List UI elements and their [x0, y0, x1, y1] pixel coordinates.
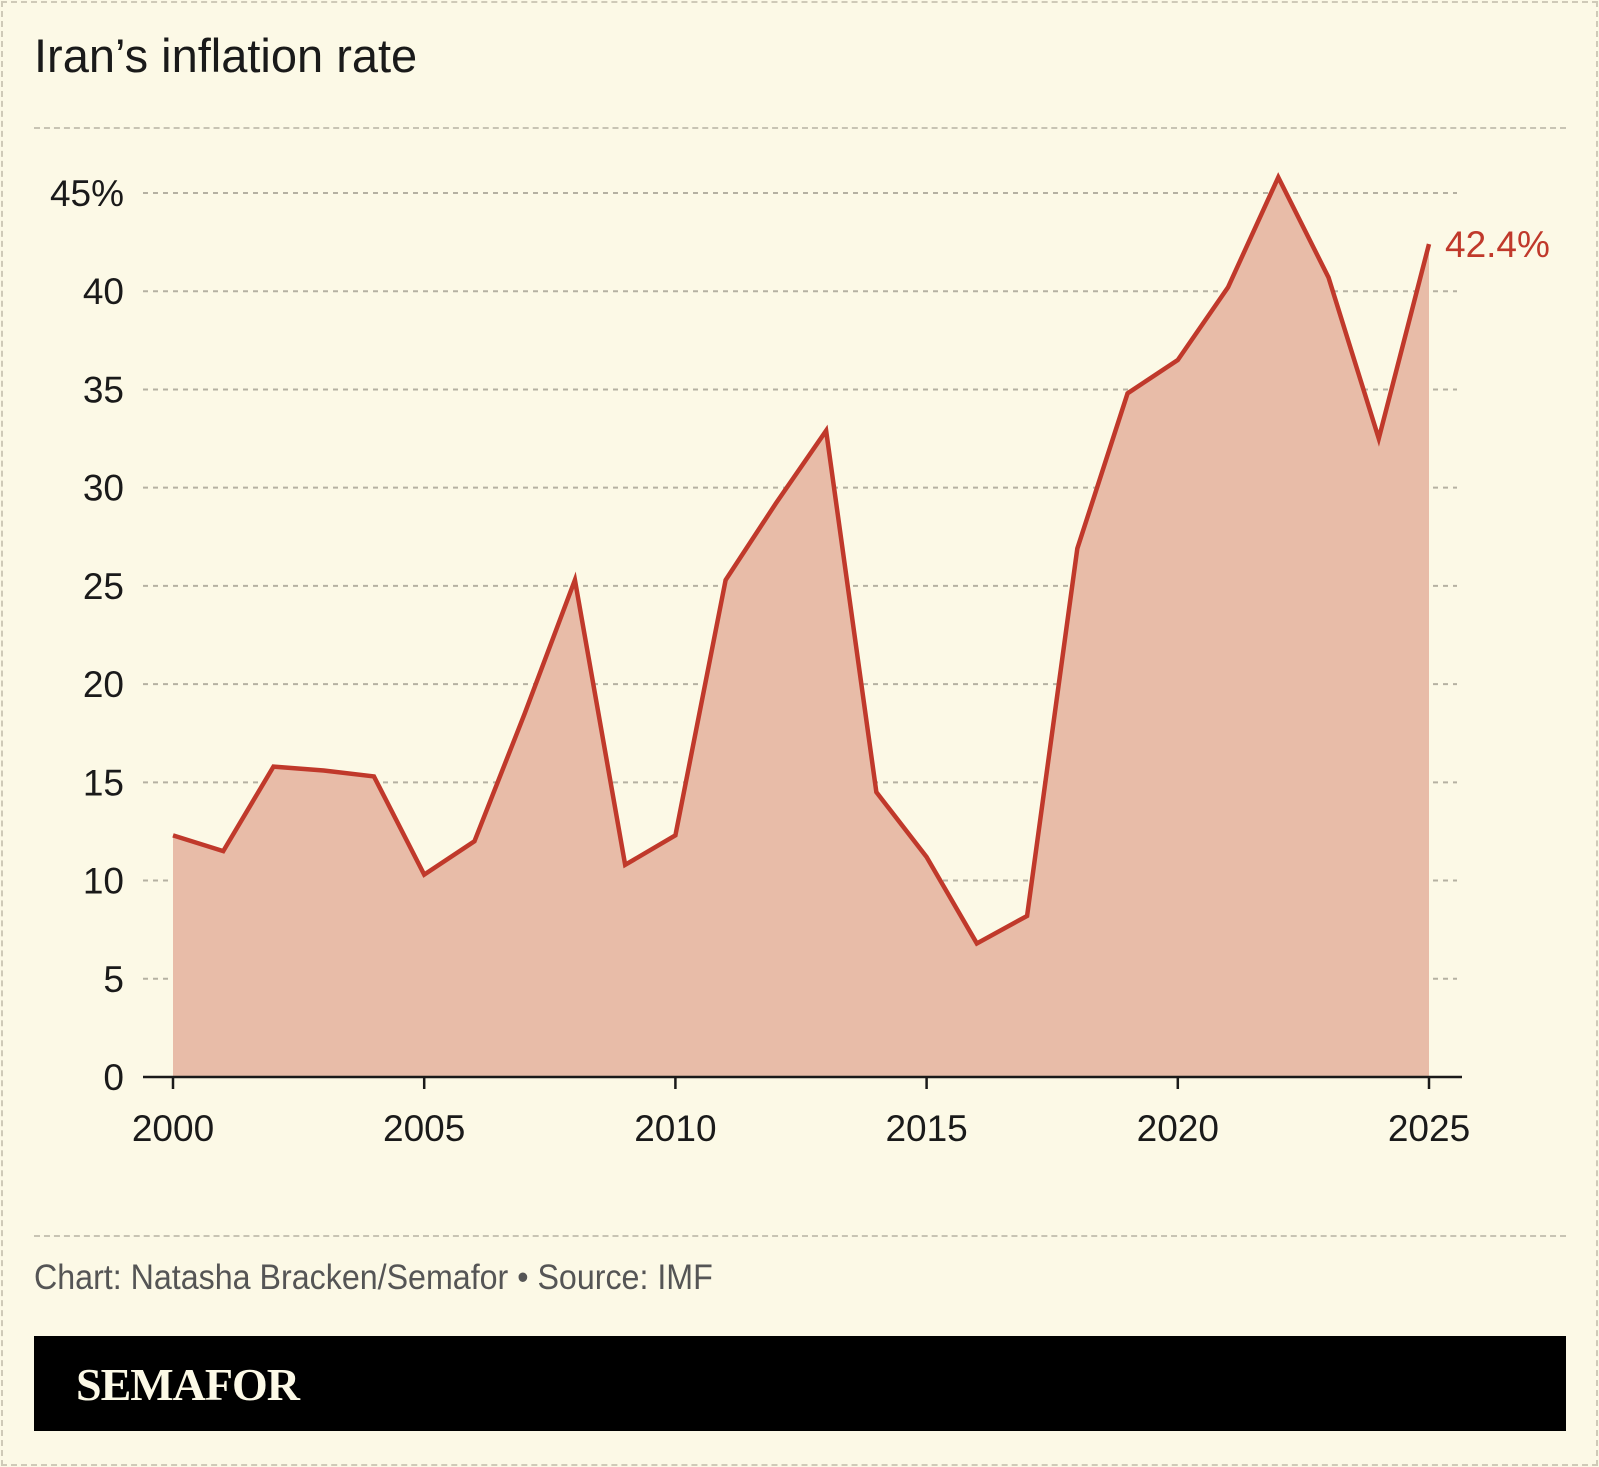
- series-line: [172, 172, 1432, 947]
- end-value-label: 42.4%: [1445, 224, 1550, 265]
- y-tick-label: 15: [83, 762, 124, 803]
- y-tick-label: 25: [83, 566, 124, 607]
- y-tick-label: 0: [103, 1057, 124, 1098]
- y-tick-label: 5: [103, 959, 124, 1000]
- top-divider: [34, 127, 1566, 129]
- chart-title: Iran’s inflation rate: [34, 29, 418, 82]
- x-tick-label: 2005: [383, 1108, 465, 1149]
- x-tick-label: 2010: [634, 1108, 716, 1149]
- x-tick-label: 2025: [1388, 1108, 1470, 1149]
- area-fill: [173, 177, 1429, 1078]
- y-tick-label: 10: [83, 861, 124, 902]
- x-tick-label: 2015: [885, 1108, 967, 1149]
- footer-bar: SEMAFOR: [34, 1336, 1566, 1431]
- y-tick-label: 40: [83, 271, 124, 312]
- bottom-divider: [34, 1235, 1566, 1237]
- semafor-logo: SEMAFOR: [76, 1359, 300, 1410]
- y-tick-label: 45%: [50, 173, 124, 214]
- x-tick-label: 2020: [1137, 1108, 1219, 1149]
- y-tick-label: 30: [83, 468, 124, 509]
- source-credit: Chart: Natasha Bracken/Semafor • Source:…: [34, 1258, 713, 1297]
- y-tick-label: 35: [83, 369, 124, 410]
- x-tick-label: 2000: [132, 1108, 214, 1149]
- y-tick-label: 20: [83, 664, 124, 705]
